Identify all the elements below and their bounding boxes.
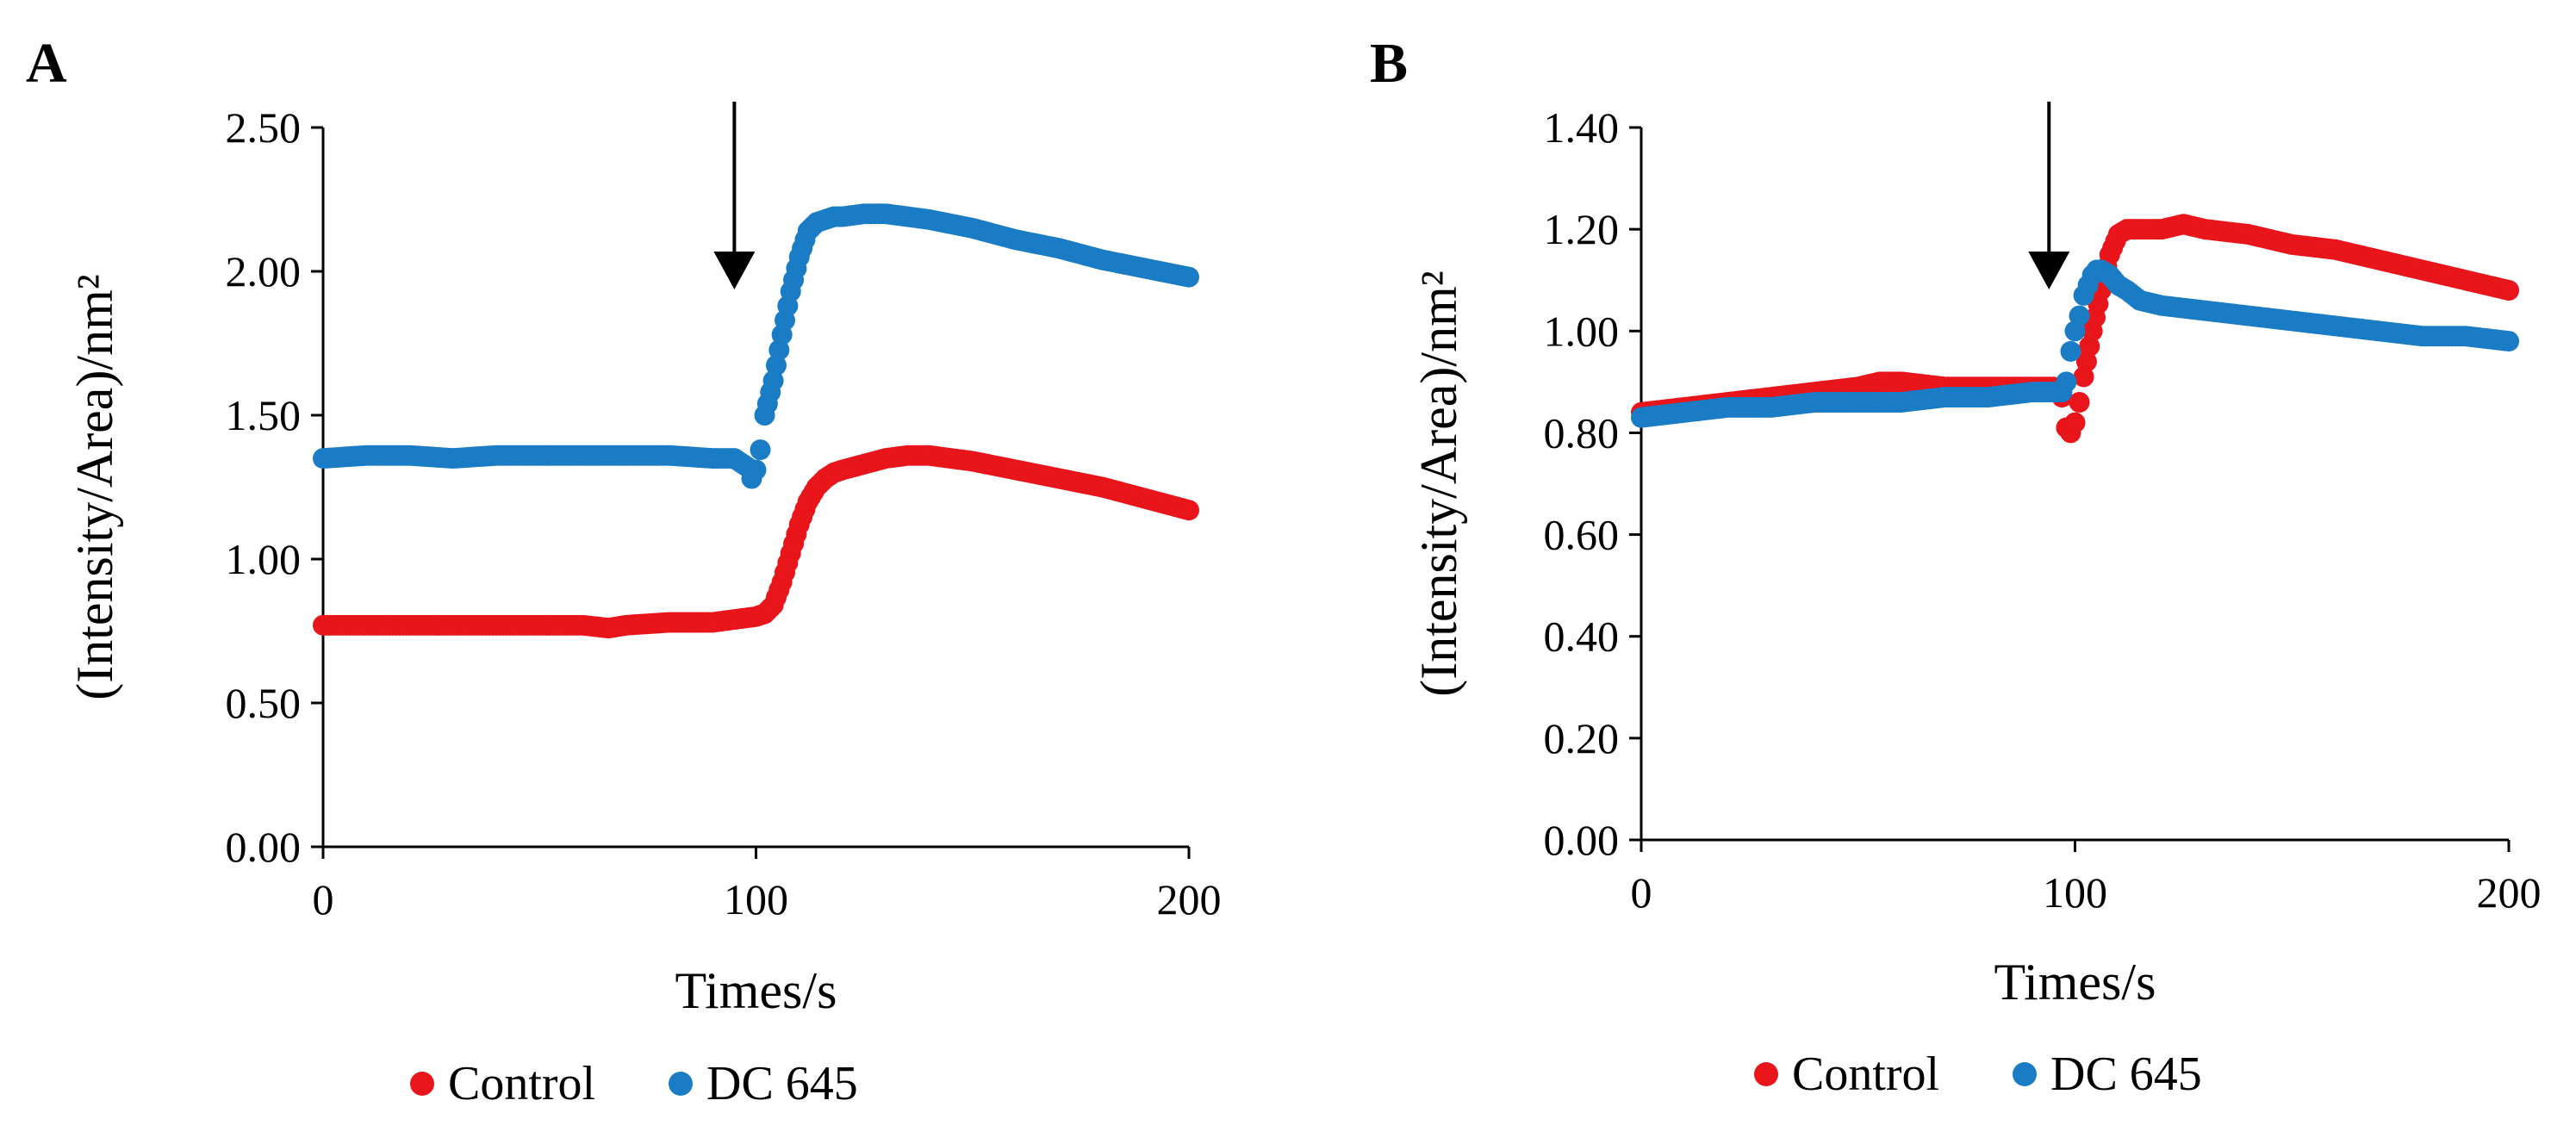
- y-axis-title: (Intensity/Area)/nm²: [66, 274, 123, 700]
- y-tick-label: 0.50: [226, 679, 302, 727]
- data-point: [2069, 391, 2090, 413]
- panel-letter-a: A: [26, 32, 67, 95]
- legend-label-control: Control: [1792, 1048, 1939, 1101]
- x-tick-label: 0: [313, 875, 334, 923]
- y-tick-label: 0.80: [1544, 408, 1620, 457]
- y-tick-label: 1.20: [1544, 205, 1620, 253]
- data-points: [313, 203, 1199, 639]
- y-tick-label: 0.00: [226, 823, 302, 871]
- legend-label-control: Control: [448, 1057, 595, 1110]
- data-point: [2079, 336, 2100, 358]
- y-tick-label: 1.00: [226, 535, 302, 583]
- x-axis-ticks: 0 100 200: [313, 847, 1222, 923]
- x-axis-title: Times/s: [1994, 954, 2156, 1010]
- y-tick-label: 0.60: [1544, 511, 1620, 559]
- data-point: [2075, 351, 2097, 372]
- legend-marker-dc645: [669, 1072, 693, 1096]
- data-point: [762, 370, 784, 391]
- data-point: [2073, 366, 2094, 388]
- data-point: [2498, 331, 2519, 352]
- x-tick-label: 0: [1631, 868, 1652, 917]
- data-point: [768, 339, 790, 361]
- y-tick-label: 1.50: [226, 391, 302, 439]
- y-tick-label: 0.00: [1544, 816, 1620, 864]
- arrow-annotation: [713, 102, 756, 289]
- data-point: [1179, 500, 1199, 521]
- arrow-head: [2028, 252, 2070, 289]
- data-point: [2060, 340, 2081, 362]
- y-axis-title: (Intensity/Area)/nm²: [1410, 270, 1467, 697]
- legend-marker-control: [1754, 1062, 1778, 1086]
- y-tick-label: 0.40: [1544, 612, 1620, 661]
- x-tick-label: 100: [2043, 868, 2107, 917]
- y-tick-label: 2.50: [226, 103, 302, 152]
- legend: Control DC 645: [1754, 1048, 2202, 1101]
- x-tick-label: 100: [724, 875, 788, 923]
- x-axis-ticks: 0 100 200: [1631, 840, 2542, 917]
- series-dc-645: [1631, 259, 2519, 428]
- data-point: [2069, 305, 2090, 326]
- chart-panel-a: A 0.00 0.50 1.00 1.50 2.00 2.50 0 100 200 (Inte…: [26, 32, 1222, 1110]
- y-axis-ticks: 0.00 0.20 0.40 0.60 0.80 1.00 1.20 1.40: [1544, 103, 1641, 864]
- x-tick-label: 200: [1157, 875, 1222, 923]
- data-point: [2064, 412, 2086, 433]
- data-point: [765, 355, 787, 376]
- data-points: [1631, 214, 2519, 444]
- legend-marker-control: [410, 1072, 434, 1096]
- arrow-annotation: [2028, 102, 2070, 289]
- chart-panel-b: B 0.00 0.20 0.40 0.60 0.80 1.00 1.20 1.40 0 100 2…: [1370, 32, 2542, 1101]
- y-tick-label: 1.00: [1544, 307, 1620, 355]
- legend: Control DC 645: [410, 1057, 858, 1110]
- x-axis-title: Times/s: [675, 962, 837, 1019]
- panel-letter-b: B: [1370, 32, 1408, 95]
- y-tick-label: 2.00: [226, 247, 302, 295]
- data-point: [1179, 266, 1199, 288]
- y-tick-label: 0.20: [1544, 714, 1620, 762]
- data-point: [745, 459, 767, 481]
- legend-label-dc645: DC 645: [706, 1057, 858, 1110]
- x-tick-label: 200: [2477, 868, 2542, 917]
- legend-label-dc645: DC 645: [2050, 1048, 2202, 1101]
- y-axis-ticks: 0.00 0.50 1.00 1.50 2.00 2.50: [226, 103, 323, 871]
- series-dc-645: [313, 203, 1199, 489]
- data-point: [750, 439, 771, 461]
- series-control: [313, 445, 1199, 639]
- arrow-head: [713, 252, 756, 289]
- y-tick-label: 1.40: [1544, 103, 1620, 152]
- data-point: [2056, 371, 2077, 393]
- data-point: [2498, 280, 2519, 302]
- legend-marker-dc645: [2013, 1062, 2037, 1086]
